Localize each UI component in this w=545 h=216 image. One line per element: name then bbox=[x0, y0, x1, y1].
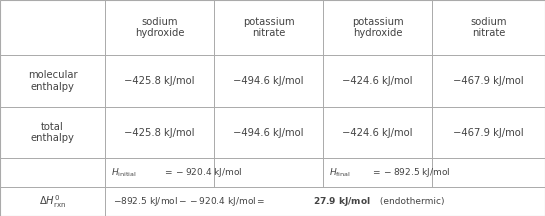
Text: −424.6 kJ/mol: −424.6 kJ/mol bbox=[342, 76, 413, 86]
Text: −425.8 kJ/mol: −425.8 kJ/mol bbox=[124, 76, 195, 86]
Text: −494.6 kJ/mol: −494.6 kJ/mol bbox=[233, 76, 304, 86]
Text: sodium
nitrate: sodium nitrate bbox=[470, 17, 507, 38]
Text: $\mathbf{27.9\ kJ/mol}$: $\mathbf{27.9\ kJ/mol}$ bbox=[313, 195, 371, 208]
Text: molecular
enthalpy: molecular enthalpy bbox=[28, 70, 77, 92]
Text: potassium
hydroxide: potassium hydroxide bbox=[352, 17, 403, 38]
Text: $\mathit{H}_{\rm initial}$: $\mathit{H}_{\rm initial}$ bbox=[111, 166, 137, 179]
Text: potassium
nitrate: potassium nitrate bbox=[243, 17, 294, 38]
Text: −494.6 kJ/mol: −494.6 kJ/mol bbox=[233, 127, 304, 138]
Text: $\Delta H^0_{\rm rxn}$: $\Delta H^0_{\rm rxn}$ bbox=[39, 193, 66, 210]
Text: −467.9 kJ/mol: −467.9 kJ/mol bbox=[453, 127, 524, 138]
Text: $= -892.5\ \rm kJ/mol$: $= -892.5\ \rm kJ/mol$ bbox=[371, 166, 451, 179]
Text: $= -920.4\ \rm kJ/mol$: $= -920.4\ \rm kJ/mol$ bbox=[163, 166, 243, 179]
Text: sodium
hydroxide: sodium hydroxide bbox=[135, 17, 184, 38]
Text: −467.9 kJ/mol: −467.9 kJ/mol bbox=[453, 76, 524, 86]
Text: total
enthalpy: total enthalpy bbox=[31, 122, 75, 143]
Text: −425.8 kJ/mol: −425.8 kJ/mol bbox=[124, 127, 195, 138]
Text: −424.6 kJ/mol: −424.6 kJ/mol bbox=[342, 127, 413, 138]
Text: $\mathit{H}_{\rm final}$: $\mathit{H}_{\rm final}$ bbox=[329, 166, 351, 179]
Text: (endothermic): (endothermic) bbox=[377, 197, 445, 206]
Text: $-892.5\ \rm kJ/mol - -920.4\ kJ/mol = $: $-892.5\ \rm kJ/mol - -920.4\ kJ/mol = $ bbox=[113, 195, 265, 208]
